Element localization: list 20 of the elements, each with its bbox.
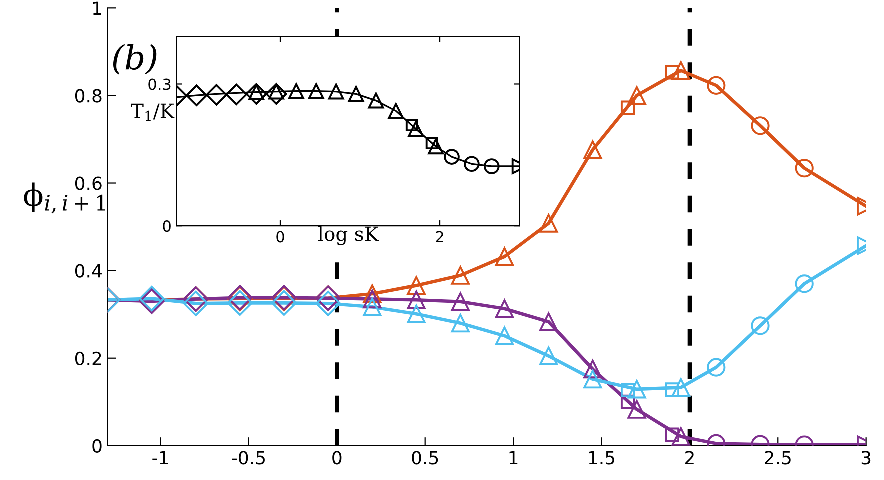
x-tick-label: 1.5 <box>589 451 615 465</box>
y-tick-label: 0.8 <box>75 89 102 103</box>
x-tick-label: 0 <box>332 451 342 465</box>
y-tick-label: 0 <box>92 439 102 454</box>
x-tick-label: 3 <box>862 451 871 465</box>
y-tick-label: 0.3 <box>148 78 171 90</box>
x-tick-label: 1 <box>510 451 518 464</box>
x-tick-label: -1 <box>152 451 168 464</box>
x-tick-label: -0.5 <box>232 451 265 465</box>
x-axis-title: log sK <box>318 226 380 246</box>
y-tick-label: 0.6 <box>75 176 102 190</box>
x-tick-label: 0.5 <box>412 451 438 465</box>
y-tick-label: 0.2 <box>75 352 102 366</box>
x-tick-label: 2.5 <box>765 451 791 465</box>
y-tick-label: 1 <box>93 2 102 16</box>
annotation: (b) <box>113 44 157 75</box>
y-axis-title: T$_{1}$/K <box>131 104 175 122</box>
x-tick-label: 2 <box>436 231 444 243</box>
y-tick-label: 0.4 <box>75 264 102 278</box>
x-tick-label: 2 <box>686 451 694 464</box>
